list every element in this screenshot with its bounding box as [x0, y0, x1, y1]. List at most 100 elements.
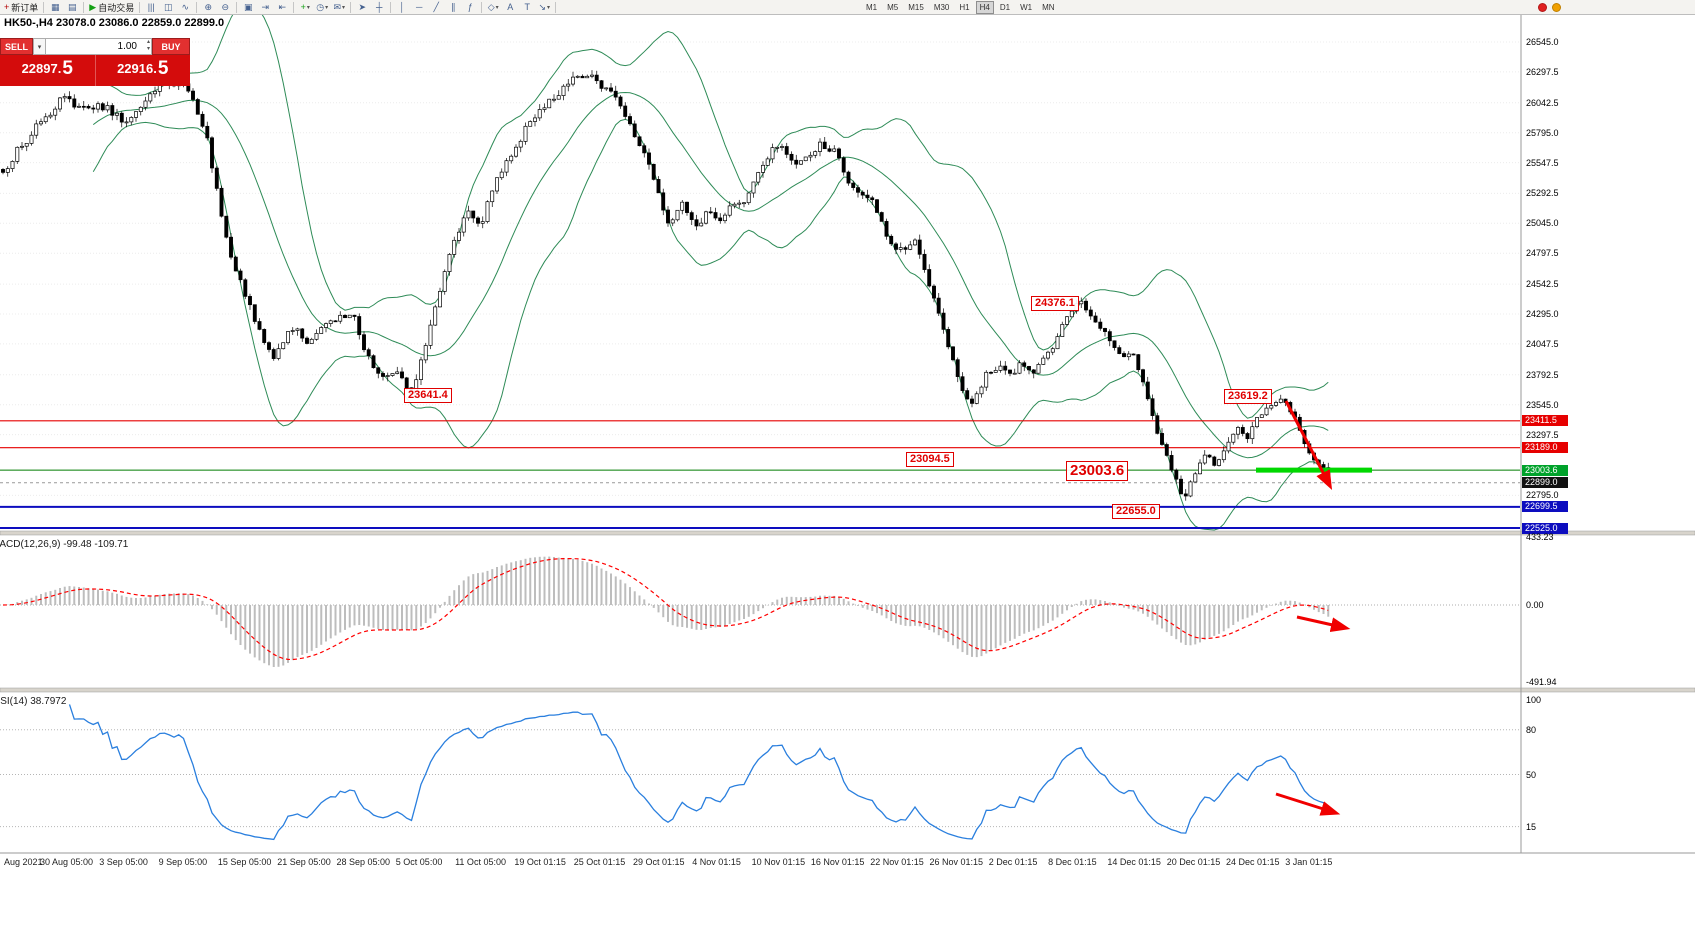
buy-price[interactable]: 22916. 5: [96, 55, 191, 86]
sell-button[interactable]: SELL: [0, 38, 33, 55]
price-annotation[interactable]: 23641.4: [404, 388, 452, 403]
chart-shift-icon-glyph: ⇤: [278, 2, 286, 12]
text-icon[interactable]: A: [502, 1, 518, 14]
vertical-line-icon[interactable]: │: [394, 1, 410, 14]
chart-shift-icon[interactable]: ⇤: [274, 1, 290, 14]
volume-step-up-icon[interactable]: ▴: [146, 39, 150, 45]
volume-cell: ▴ ▾: [46, 38, 152, 55]
equidistant-channel-icon[interactable]: ∥: [445, 1, 461, 14]
price-down-arrow[interactable]: [1284, 400, 1333, 490]
price-axis-label: 23545.0: [1526, 399, 1559, 410]
time-axis-label: 11 Oct 05:00: [455, 857, 506, 867]
template-icon-glyph: ✉: [333, 2, 341, 12]
alert-icon[interactable]: [1552, 3, 1561, 12]
timeframe-M5[interactable]: M5: [887, 3, 899, 12]
price-axis-label: 24047.5: [1526, 338, 1559, 349]
auto-scroll-icon-glyph: ⇥: [261, 2, 269, 12]
price-annotation[interactable]: 23003.6: [1066, 461, 1129, 481]
horizontal-level-lines[interactable]: [0, 420, 1520, 529]
time-axis-label: 25 Oct 01:15: [573, 857, 626, 867]
new-order-button[interactable]: + 新订单: [2, 1, 40, 14]
buy-button[interactable]: BUY: [152, 38, 190, 55]
price-annotation[interactable]: 22655.0: [1112, 504, 1160, 519]
timeframe-D1[interactable]: D1: [999, 3, 1011, 12]
rsi-axis-label: 100: [1526, 695, 1542, 705]
text-icon-glyph: A: [507, 2, 514, 12]
sell-price[interactable]: 22897. 5: [0, 55, 95, 86]
zoom-out-icon[interactable]: ⊖: [217, 1, 233, 14]
new-chart-icon[interactable]: + ▾: [297, 1, 313, 14]
volume-input[interactable]: [46, 39, 151, 54]
line-chart-icon[interactable]: ∿: [177, 1, 193, 14]
timeframe-H1[interactable]: H1: [959, 3, 970, 12]
toolbar-separator: [236, 2, 238, 13]
timeframe-M30[interactable]: M30: [933, 3, 950, 12]
trendline-icon[interactable]: ╱: [428, 1, 444, 14]
price-axis-label: 26545.0: [1526, 37, 1559, 47]
crosshair-icon[interactable]: ┼: [371, 1, 387, 14]
one-click-trading-panel: SELL ▾ ▴ ▾ BUY 22897. 5 22916. 5: [0, 38, 190, 86]
volume-step-down-icon[interactable]: ▾: [146, 46, 150, 52]
time-axis-label: 19 Oct 01:15: [514, 857, 566, 867]
macd-down-arrow[interactable]: [1296, 615, 1351, 633]
bar-chart-icon-glyph: |||: [147, 2, 155, 12]
rsi-down-arrow[interactable]: [1275, 792, 1341, 816]
dropdown-caret-icon: ▾: [325, 5, 329, 11]
horizontal-line-icon-glyph: ─: [416, 2, 423, 12]
timeframe-M1[interactable]: M1: [866, 3, 878, 12]
timeframe-H4[interactable]: H4: [975, 1, 994, 14]
toolbar-items: + 新订单 ▦ ▤ ▶ 自动交易 ||| ◫ ∿ ⊕ ⊖ ▣ ⇥ ⇤ + ▾ ◷ ▾ ✉ ▾ ➤ ┼ │ ─ ╱ ∥ ƒ ◇ ▾ A T ↘ ▾: [2, 0, 558, 15]
macd-splitter[interactable]: [0, 530, 1695, 536]
horizontal-line-icon[interactable]: ─: [411, 1, 427, 14]
bar-chart-icon[interactable]: |||: [143, 1, 159, 14]
zoom-in-icon[interactable]: ⊕: [200, 1, 216, 14]
tile-windows-icon[interactable]: ▣: [240, 1, 256, 14]
price-axis-label: 25547.5: [1526, 157, 1559, 168]
macd-indicator-label: MACD(12,26,9) -99.48 -109.71: [0, 539, 129, 550]
volume-steppers[interactable]: ▴ ▾: [147, 39, 150, 53]
period-icon-glyph: ◷: [316, 2, 325, 12]
charts-grid-icon[interactable]: ▦: [47, 1, 63, 14]
profiles-icon-glyph: ▤: [68, 2, 77, 12]
cursor-icon[interactable]: ➤: [354, 1, 370, 14]
timeframe-toolbar: M1 M5 M15 M30 H1 H4 D1 W1 MN: [862, 1, 1059, 14]
candlestick-chart-icon[interactable]: ◫: [160, 1, 176, 14]
record-icon[interactable]: [1538, 3, 1547, 12]
timeframe-W1[interactable]: W1: [1020, 3, 1033, 12]
dropdown-caret-icon: ▾: [495, 5, 499, 11]
trade-controls-row: SELL ▾ ▴ ▾ BUY: [0, 38, 190, 55]
zoom-out-icon-glyph: ⊖: [221, 2, 229, 12]
price-annotation[interactable]: 24376.1: [1031, 296, 1079, 311]
time-axis-label: 9 Sep 05:00: [158, 857, 208, 867]
timeframe-MN[interactable]: MN: [1042, 3, 1055, 12]
time-axis-label: 29 Oct 01:15: [633, 857, 685, 867]
autotrading-button[interactable]: ▶ 自动交易: [87, 1, 136, 14]
fibonacci-icon[interactable]: ƒ: [462, 1, 478, 14]
rsi-splitter[interactable]: [0, 687, 1695, 693]
toolbar-separator: [43, 2, 45, 13]
template-icon[interactable]: ✉ ▾: [331, 1, 347, 14]
timeframe-M15[interactable]: M15: [908, 3, 924, 12]
price-annotation[interactable]: 23619.2: [1224, 389, 1272, 404]
volume-dropdown-caret[interactable]: ▾: [33, 38, 46, 55]
price-annotation[interactable]: 23094.5: [906, 452, 954, 467]
shapes-icon[interactable]: ◇ ▾: [485, 1, 501, 14]
time-axis-label: 20 Dec 01:15: [1166, 857, 1221, 867]
charts-grid-icon-glyph: ▦: [51, 2, 60, 12]
period-icon[interactable]: ◷ ▾: [314, 1, 330, 14]
rsi-indicator-label: RSI(14) 38.7972: [0, 696, 67, 707]
text-label-icon[interactable]: T: [519, 1, 535, 14]
toolbar-separator: [139, 2, 141, 13]
time-axis-label: 3 Sep 05:00: [99, 857, 148, 867]
profiles-icon[interactable]: ▤: [64, 1, 80, 14]
time-axis-label: 5 Oct 05:00: [395, 857, 443, 867]
arrows-icon[interactable]: ↘ ▾: [536, 1, 552, 14]
auto-scroll-icon[interactable]: ⇥: [257, 1, 273, 14]
time-axis-label: 8 Dec 01:15: [1048, 857, 1097, 867]
price-level-badge: 22525.0: [1522, 522, 1568, 534]
macd-panel: [0, 556, 1520, 667]
price-axis-label: 26042.5: [1526, 97, 1559, 108]
